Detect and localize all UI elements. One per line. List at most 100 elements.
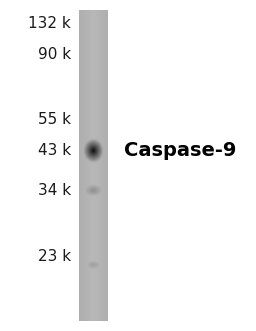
Ellipse shape xyxy=(87,143,100,159)
Ellipse shape xyxy=(88,262,99,267)
Ellipse shape xyxy=(84,140,103,162)
Ellipse shape xyxy=(90,188,97,192)
Ellipse shape xyxy=(91,264,95,266)
Ellipse shape xyxy=(90,263,97,267)
Ellipse shape xyxy=(88,262,99,267)
Ellipse shape xyxy=(93,264,94,265)
Bar xyxy=(95,10,96,321)
Ellipse shape xyxy=(87,261,100,268)
Bar xyxy=(99,10,100,321)
Ellipse shape xyxy=(90,146,97,155)
Ellipse shape xyxy=(88,187,99,194)
Ellipse shape xyxy=(86,186,101,195)
Ellipse shape xyxy=(90,263,97,266)
Ellipse shape xyxy=(91,148,96,154)
Bar xyxy=(101,10,102,321)
Ellipse shape xyxy=(87,186,100,195)
Ellipse shape xyxy=(85,141,102,160)
Text: 34 k: 34 k xyxy=(38,183,71,198)
Ellipse shape xyxy=(84,139,103,162)
Ellipse shape xyxy=(85,141,102,160)
Ellipse shape xyxy=(84,185,102,196)
Ellipse shape xyxy=(91,189,95,192)
Ellipse shape xyxy=(89,187,98,193)
Ellipse shape xyxy=(83,139,103,163)
Ellipse shape xyxy=(87,143,100,158)
Bar xyxy=(97,10,98,321)
Bar xyxy=(93,10,94,321)
Ellipse shape xyxy=(88,144,99,157)
Ellipse shape xyxy=(89,146,98,156)
Ellipse shape xyxy=(87,186,100,194)
Ellipse shape xyxy=(87,261,100,268)
Ellipse shape xyxy=(89,145,98,156)
Ellipse shape xyxy=(89,262,98,267)
Ellipse shape xyxy=(91,148,96,154)
Ellipse shape xyxy=(89,262,98,267)
Bar xyxy=(91,10,92,321)
Bar xyxy=(84,10,85,321)
Ellipse shape xyxy=(92,189,95,191)
Text: 23 k: 23 k xyxy=(38,249,71,264)
Ellipse shape xyxy=(93,150,94,151)
Ellipse shape xyxy=(92,149,94,152)
Ellipse shape xyxy=(90,188,97,193)
Ellipse shape xyxy=(90,263,97,267)
Ellipse shape xyxy=(93,190,94,191)
Bar xyxy=(100,10,101,321)
Bar xyxy=(103,10,104,321)
Ellipse shape xyxy=(86,261,101,268)
Ellipse shape xyxy=(87,186,100,194)
Ellipse shape xyxy=(87,261,100,268)
Bar xyxy=(98,10,99,321)
Bar xyxy=(94,10,95,321)
Ellipse shape xyxy=(92,264,94,265)
Ellipse shape xyxy=(87,142,100,159)
Bar xyxy=(106,10,107,321)
Bar xyxy=(101,10,102,321)
Ellipse shape xyxy=(88,187,99,194)
Ellipse shape xyxy=(93,264,94,265)
Ellipse shape xyxy=(85,185,102,196)
Ellipse shape xyxy=(84,185,103,196)
Bar xyxy=(86,10,87,321)
Bar xyxy=(81,10,82,321)
Ellipse shape xyxy=(89,145,98,156)
Bar xyxy=(96,10,97,321)
Bar xyxy=(108,10,109,321)
Bar xyxy=(84,10,85,321)
Ellipse shape xyxy=(89,262,98,267)
Ellipse shape xyxy=(89,188,98,193)
Ellipse shape xyxy=(88,262,99,268)
Bar xyxy=(103,10,104,321)
Ellipse shape xyxy=(90,147,97,154)
Ellipse shape xyxy=(84,185,103,196)
Ellipse shape xyxy=(92,264,95,265)
Ellipse shape xyxy=(87,186,100,194)
Bar xyxy=(86,10,87,321)
Bar xyxy=(105,10,106,321)
Ellipse shape xyxy=(91,147,96,154)
Text: 55 k: 55 k xyxy=(38,112,71,127)
Ellipse shape xyxy=(88,144,99,157)
Ellipse shape xyxy=(91,148,96,153)
Bar xyxy=(93,10,94,321)
Bar xyxy=(104,10,105,321)
Bar xyxy=(96,10,97,321)
Ellipse shape xyxy=(85,185,102,195)
Ellipse shape xyxy=(92,190,94,191)
Bar xyxy=(82,10,83,321)
Ellipse shape xyxy=(84,140,103,162)
Ellipse shape xyxy=(90,263,97,267)
Bar xyxy=(104,10,105,321)
Bar xyxy=(87,10,88,321)
Bar xyxy=(81,10,82,321)
Text: Caspase-9: Caspase-9 xyxy=(123,141,236,160)
Bar xyxy=(92,10,93,321)
Ellipse shape xyxy=(92,149,95,152)
Ellipse shape xyxy=(89,145,98,156)
Ellipse shape xyxy=(90,188,97,192)
Ellipse shape xyxy=(88,187,99,194)
Bar xyxy=(89,10,90,321)
Ellipse shape xyxy=(91,189,96,192)
